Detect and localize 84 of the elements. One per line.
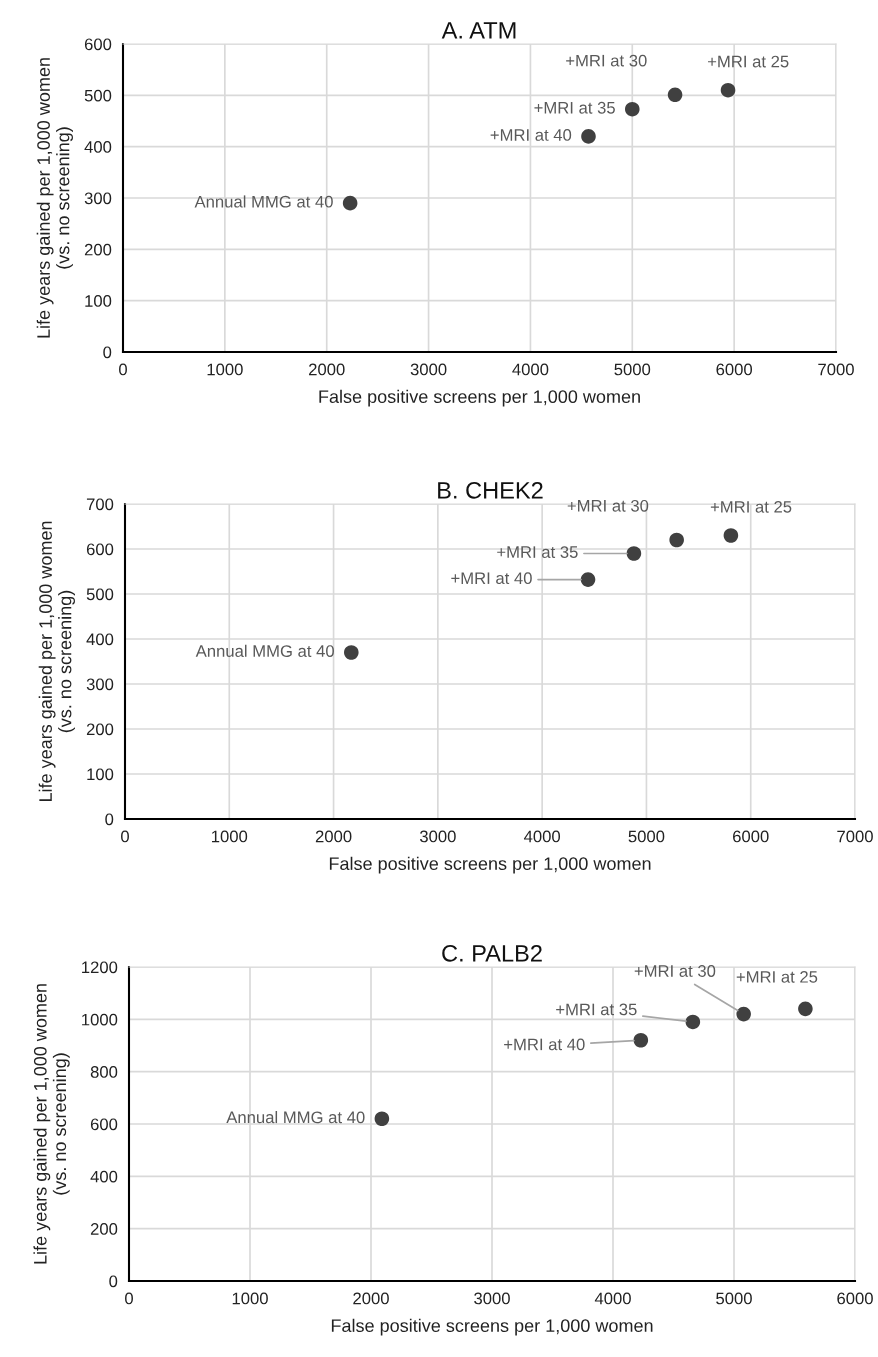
x-tick-label: 3000: [410, 363, 447, 376]
x-axis-title: False positive screens per 1,000 women: [331, 1318, 653, 1336]
y-tick-label: 100: [87, 768, 114, 781]
x-tick-label: 6000: [837, 1292, 873, 1305]
point: [685, 1014, 701, 1030]
x-tick-label: 7000: [837, 830, 873, 843]
annotation: +MRI at 40: [451, 572, 532, 585]
x-tick-label: 4000: [512, 363, 549, 376]
annotation: +MRI at 40: [504, 1038, 585, 1051]
y-tick-label: 200: [90, 1223, 118, 1235]
x-tick-label: 0: [119, 363, 127, 376]
point: [669, 532, 684, 548]
point: [667, 87, 683, 103]
y-tick-label: 1000: [82, 1013, 118, 1026]
y-axis-title: Life years gained per 1,000 women (vs. no screening): [36, 58, 73, 338]
x-tick-label: 2000: [309, 363, 345, 376]
y-tick-label: 0: [109, 1275, 118, 1288]
chart-title: A. ATM: [441, 22, 516, 39]
y-tick-label: 800: [90, 1066, 118, 1078]
annotation: +MRI at 30: [567, 499, 649, 512]
annotation: Annual MMG at 40: [195, 644, 334, 657]
annotation: +MRI at 25: [710, 500, 792, 513]
x-tick-label: 5000: [614, 363, 651, 376]
x-tick-label: 6000: [716, 363, 753, 376]
x-tick-label: 5000: [628, 830, 665, 843]
annotation: +MRI at 25: [708, 55, 789, 68]
y-tick-label: 500: [86, 588, 114, 601]
chart-title: B. CHEK2: [438, 481, 543, 499]
annotation: +MRI at 35: [556, 1003, 637, 1016]
y-tick-label: 300: [84, 192, 112, 205]
point: [374, 1111, 390, 1127]
y-tick-label: 100: [85, 295, 112, 307]
y-tick-label: 400: [86, 633, 114, 646]
point: [723, 528, 739, 543]
y-tick-label: 700: [86, 498, 114, 511]
point: [344, 645, 359, 660]
x-tick-label: 0: [121, 830, 129, 843]
y-tick-label: 200: [86, 723, 114, 736]
annotation: +MRI at 35: [497, 546, 578, 558]
y-axis-title: Life years gained per 1,000 women (vs. no screening): [33, 984, 70, 1264]
point: [633, 1032, 649, 1048]
annotation: +MRI at 30: [566, 54, 647, 67]
x-tick-label: 4000: [523, 830, 561, 843]
point: [798, 1001, 813, 1017]
y-tick-label: 0: [103, 346, 112, 359]
point: [736, 1006, 751, 1022]
x-tick-label: 4000: [594, 1292, 631, 1305]
point: [342, 195, 358, 211]
y-tick-label: 600: [90, 1118, 118, 1131]
y-tick-label: 400: [84, 141, 112, 153]
x-tick-label: 1000: [232, 1292, 268, 1305]
x-tick-label: 5000: [716, 1292, 752, 1305]
y-tick-label: 400: [90, 1170, 118, 1183]
point: [625, 101, 640, 117]
x-axis-title: False positive screens per 1,000 women: [329, 856, 651, 874]
chart-title: C. PALB2: [442, 944, 542, 962]
point: [580, 572, 596, 587]
annotation: +MRI at 35: [534, 101, 615, 114]
x-tick-label: 2000: [315, 830, 352, 843]
x-tick-label: 2000: [353, 1292, 389, 1305]
y-tick-label: 0: [105, 813, 114, 826]
annotation: +MRI at 40: [490, 129, 572, 141]
point: [720, 82, 736, 98]
annotation: Annual MMG at 40: [226, 1111, 365, 1124]
annotation: Annual MMG at 40: [194, 195, 333, 208]
x-axis-title: False positive screens per 1,000 women: [319, 389, 640, 407]
x-tick-label: 0: [125, 1292, 133, 1305]
x-tick-label: 3000: [419, 830, 456, 843]
point: [581, 129, 596, 144]
x-tick-label: 7000: [818, 363, 854, 376]
y-tick-label: 600: [84, 38, 112, 51]
x-tick-label: 1000: [212, 830, 248, 843]
y-tick-label: 600: [86, 543, 114, 556]
y-tick-label: 200: [84, 243, 112, 256]
y-axis-title: Life years gained per 1,000 women (vs. no screening): [38, 521, 75, 802]
x-tick-label: 1000: [207, 363, 243, 376]
y-tick-label: 500: [84, 89, 112, 102]
x-tick-label: 3000: [474, 1292, 510, 1305]
annotation: +MRI at 25: [736, 970, 818, 983]
annotation: +MRI at 30: [634, 965, 716, 977]
point: [626, 546, 642, 561]
x-tick-label: 6000: [733, 830, 769, 843]
y-tick-label: 300: [86, 678, 114, 691]
y-tick-label: 1200: [82, 961, 118, 974]
